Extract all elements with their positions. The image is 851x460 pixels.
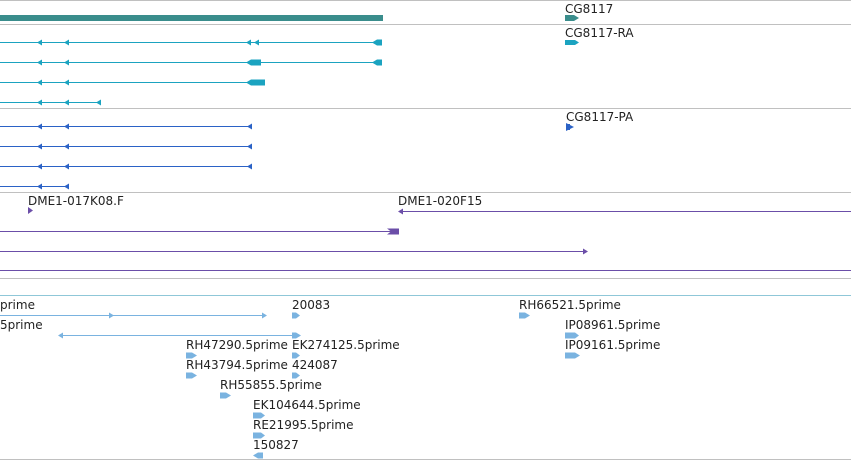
protein-row[interactable]: [0, 123, 252, 130]
transcript-row[interactable]: [0, 99, 101, 106]
cdna-read-glyph[interactable]: [292, 312, 300, 319]
cdna-row[interactable]: [0, 312, 267, 319]
cdna-read-glyph[interactable]: [253, 412, 265, 419]
gene-label[interactable]: CG8117: [565, 2, 614, 16]
protein-pa-glyph[interactable]: [566, 123, 574, 131]
cdna-read-glyph[interactable]: [519, 312, 530, 319]
cdna-read-glyph[interactable]: [565, 332, 579, 339]
cdna-label[interactable]: EK274125.5prime: [292, 338, 400, 352]
cdna-label[interactable]: RH66521.5prime: [519, 298, 621, 312]
protein-label[interactable]: CG8117-PA: [566, 110, 634, 124]
cdna-row[interactable]: [58, 332, 301, 339]
cdna-label[interactable]: 20083: [292, 298, 331, 312]
bac-end-label[interactable]: DME1-017K08.F: [28, 194, 124, 208]
transcript-row[interactable]: [0, 79, 265, 86]
transcript-label[interactable]: CG8117-RA: [565, 26, 634, 40]
gene-cg8117-glyph[interactable]: [565, 15, 579, 21]
protein-row[interactable]: [0, 163, 252, 170]
gene-bar[interactable]: [0, 15, 383, 21]
protein-row[interactable]: [0, 183, 69, 190]
cdna-label[interactable]: RH47290.5prime: [186, 338, 288, 352]
cdna-label[interactable]: RH43794.5prime: [186, 358, 288, 372]
cdna-label[interactable]: 5prime: [0, 318, 43, 332]
cdna-read-glyph[interactable]: [253, 452, 263, 459]
cdna-label[interactable]: EK104644.5prime: [253, 398, 361, 412]
bac-end-label[interactable]: DME1-020F15: [398, 194, 483, 208]
cdna-read-glyph[interactable]: [292, 372, 300, 379]
transcript-ra-glyph[interactable]: [565, 40, 579, 45]
cdna-read-glyph[interactable]: [253, 432, 265, 439]
bac-end-row[interactable]: [0, 248, 588, 255]
cdna-read-glyph[interactable]: [186, 352, 197, 359]
cdna-label[interactable]: IP08961.5prime: [565, 318, 661, 332]
transcript-row[interactable]: [0, 39, 382, 46]
protein-row[interactable]: [0, 143, 252, 150]
bac-end-marker[interactable]: [28, 207, 33, 214]
cdna-label[interactable]: RH55855.5prime: [220, 378, 322, 392]
cdna-label[interactable]: 150827: [253, 438, 299, 452]
transcript-row[interactable]: [0, 59, 382, 66]
cdna-read-glyph[interactable]: [220, 392, 231, 399]
cdna-label[interactable]: prime: [0, 298, 35, 312]
cdna-label[interactable]: IP09161.5prime: [565, 338, 661, 352]
bac-end-row[interactable]: [0, 228, 399, 235]
cdna-label[interactable]: RE21995.5prime: [253, 418, 354, 432]
cdna-read-glyph[interactable]: [186, 372, 197, 379]
cdna-read-glyph[interactable]: [565, 352, 580, 359]
cdna-read-glyph[interactable]: [292, 352, 300, 359]
bac-end-row[interactable]: [398, 208, 851, 215]
cdna-label[interactable]: 424087: [292, 358, 338, 372]
